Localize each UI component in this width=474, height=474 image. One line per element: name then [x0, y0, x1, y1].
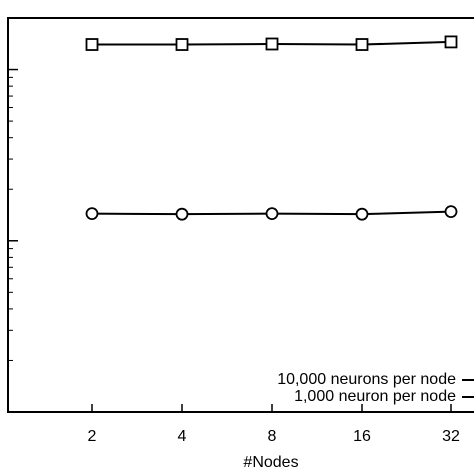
marker — [444, 205, 458, 219]
x-tick-label: 16 — [353, 428, 371, 445]
legend-label: 1,000 neuron per node — [294, 388, 456, 405]
x-axis-label: #Nodes — [243, 454, 298, 471]
marker — [85, 38, 99, 51]
plot-frame — [7, 17, 474, 413]
legend-label: 10,000 neurons per node — [277, 371, 456, 388]
x-tick-label: 8 — [268, 428, 277, 445]
marker — [444, 35, 458, 49]
marker — [175, 207, 189, 221]
marker — [265, 37, 279, 51]
x-tick-label: 4 — [178, 428, 187, 445]
marker — [175, 38, 189, 51]
marker — [355, 38, 369, 51]
marker — [265, 207, 279, 221]
marker — [85, 207, 99, 221]
marker — [355, 207, 369, 221]
x-tick-label: 2 — [88, 428, 97, 445]
x-tick-label: 32 — [442, 428, 460, 445]
